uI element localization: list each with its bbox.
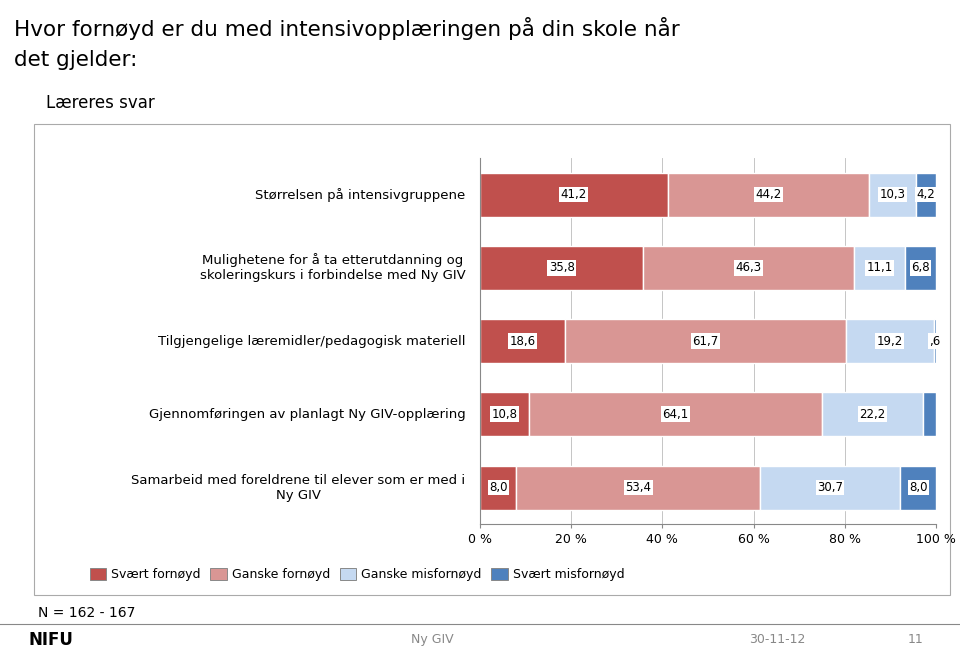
Legend: Svært fornøyd, Ganske fornøyd, Ganske misfornøyd, Svært misfornøyd: Svært fornøyd, Ganske fornøyd, Ganske mi… [84, 563, 629, 587]
Text: 44,2: 44,2 [756, 188, 781, 201]
Text: 19,2: 19,2 [876, 335, 903, 347]
Text: Hvor fornøyd er du med intensivopplæringen på din skole når: Hvor fornøyd er du med intensivopplæring… [14, 17, 680, 40]
Text: 11: 11 [907, 633, 923, 646]
Bar [760, 466, 900, 509]
Text: 22,2: 22,2 [859, 408, 885, 421]
Text: NIFU: NIFU [29, 631, 74, 648]
Bar [905, 246, 936, 290]
Bar [900, 466, 936, 509]
Text: Læreres svar: Læreres svar [46, 94, 155, 112]
Text: 10,8: 10,8 [492, 408, 517, 421]
Bar [480, 246, 643, 290]
Text: 35,8: 35,8 [549, 261, 575, 274]
Text: 64,1: 64,1 [662, 408, 688, 421]
Bar [480, 466, 516, 509]
Bar [643, 246, 854, 290]
Text: 61,7: 61,7 [692, 335, 719, 347]
Text: 6,8: 6,8 [911, 261, 930, 274]
Text: 8,0: 8,0 [489, 481, 508, 494]
Bar [516, 466, 760, 509]
Bar [480, 319, 564, 363]
Bar [923, 392, 936, 436]
Text: 30,7: 30,7 [817, 481, 843, 494]
Bar [846, 319, 934, 363]
Bar [529, 392, 822, 436]
Text: 30-11-12: 30-11-12 [749, 633, 805, 646]
Text: det gjelder:: det gjelder: [14, 50, 138, 71]
Text: 53,4: 53,4 [625, 481, 651, 494]
Text: ,6: ,6 [929, 335, 941, 347]
Bar [822, 392, 923, 436]
Text: Gjennomføringen av planlagt Ny GIV-opplæring: Gjennomføringen av planlagt Ny GIV-opplæ… [149, 408, 466, 421]
Bar [564, 319, 846, 363]
Text: Samarbeid med foreldrene til elever som er med i
Ny GIV: Samarbeid med foreldrene til elever som … [132, 474, 466, 501]
Text: 46,3: 46,3 [735, 261, 762, 274]
Text: 11,1: 11,1 [867, 261, 893, 274]
Bar [870, 173, 917, 216]
Bar [480, 392, 529, 436]
Text: 8,0: 8,0 [909, 481, 927, 494]
Text: 41,2: 41,2 [561, 188, 588, 201]
Text: Tilgjengelige læremidler/pedagogisk materiell: Tilgjengelige læremidler/pedagogisk mate… [158, 335, 466, 347]
Text: Størrelsen på intensivgruppene: Størrelsen på intensivgruppene [255, 187, 466, 202]
Bar [854, 246, 905, 290]
Text: 18,6: 18,6 [510, 335, 536, 347]
Bar [668, 173, 870, 216]
Text: 10,3: 10,3 [880, 188, 906, 201]
Bar [480, 173, 668, 216]
Bar [934, 319, 936, 363]
Bar [917, 173, 936, 216]
Text: Ny GIV: Ny GIV [411, 633, 453, 646]
Text: Mulighetene for å ta etterutdanning og
skoleringskurs i forbindelse med Ny GIV: Mulighetene for å ta etterutdanning og s… [200, 253, 466, 282]
Text: N = 162 - 167: N = 162 - 167 [38, 606, 135, 620]
Text: 4,2: 4,2 [917, 188, 935, 201]
